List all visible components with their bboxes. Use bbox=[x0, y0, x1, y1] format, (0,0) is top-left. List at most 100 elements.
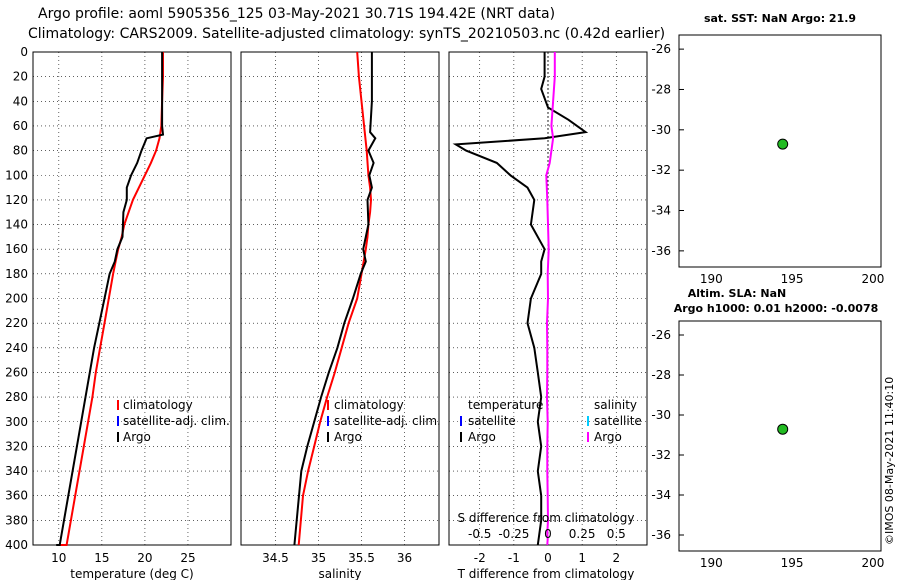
sst-map-frame bbox=[678, 34, 882, 268]
difference-xlabel: T difference from climatology bbox=[457, 567, 635, 580]
temperature-legend: climatology satellite-adj. clim. Argo bbox=[117, 398, 230, 444]
legend-label-climatology: climatology bbox=[334, 398, 404, 412]
x-tick-label: 35 bbox=[311, 551, 326, 565]
legend-label-satellite: satellite-adj. clim. bbox=[334, 414, 441, 428]
map-y-tick-label: -34 bbox=[651, 488, 671, 502]
depth-tick-label: 140 bbox=[5, 218, 28, 232]
legend-swatch-satellite bbox=[117, 416, 119, 426]
difference-top-xlabel: S difference from climatology bbox=[458, 511, 635, 525]
legend-label-argo: Argo bbox=[594, 430, 622, 444]
depth-tick-label: 80 bbox=[13, 144, 28, 158]
tick-labels: 10 15 20 25 34.5 35 35.5 36 -2 -1 0 1 2 -0.5 -0.25 0 0.2… bbox=[5, 42, 884, 570]
s-diff-tick-label: -0.25 bbox=[498, 527, 529, 541]
x-tick-label: 2 bbox=[612, 551, 620, 565]
argo-position-marker bbox=[777, 423, 789, 435]
s-diff-tick-label: 0 bbox=[544, 527, 552, 541]
map-y-tick-label: -36 bbox=[651, 528, 671, 542]
map-y-tick-label: -30 bbox=[651, 123, 671, 137]
series-line-t-diff-argo bbox=[452, 52, 589, 546]
series-layer bbox=[56, 51, 589, 546]
depth-tick-label: 60 bbox=[13, 119, 28, 133]
map-x-tick-label: 190 bbox=[700, 556, 723, 570]
depth-tick-label: 300 bbox=[5, 415, 28, 429]
legend-title-temperature: temperature bbox=[468, 398, 543, 412]
depth-tick-label: 280 bbox=[5, 390, 28, 404]
map-x-tick-label: 200 bbox=[861, 556, 884, 570]
x-tick-label: 35.5 bbox=[348, 551, 375, 565]
series-line-argo bbox=[56, 52, 165, 546]
salinity-legend: climatology satellite-adj. clim. Argo bbox=[327, 398, 441, 444]
legend-title-salinity: salinity bbox=[594, 398, 637, 412]
map-x-tick-label: 195 bbox=[781, 556, 804, 570]
depth-tick-label: 180 bbox=[5, 267, 28, 281]
depth-tick-label: 400 bbox=[5, 538, 28, 552]
salinity-xlabel: salinity bbox=[318, 567, 361, 580]
argo-position-marker bbox=[777, 138, 789, 150]
x-tick-label: 34.5 bbox=[262, 551, 289, 565]
map-x-tick-label: 190 bbox=[700, 272, 723, 286]
map-y-tick-label: -32 bbox=[651, 163, 671, 177]
x-tick-label: 1 bbox=[578, 551, 586, 565]
x-tick-label: -2 bbox=[474, 551, 486, 565]
map-y-tick-label: -36 bbox=[651, 244, 671, 258]
series-line-climatology bbox=[297, 51, 373, 546]
depth-tick-label: 360 bbox=[5, 489, 28, 503]
legend-label-argo: Argo bbox=[468, 430, 496, 444]
map-y-tick-label: -30 bbox=[651, 408, 671, 422]
depth-tick-label: 100 bbox=[5, 168, 28, 182]
legend-swatch-argo bbox=[460, 432, 462, 442]
map-y-tick-label: -26 bbox=[651, 328, 671, 342]
series-line-s-diff-argo bbox=[545, 52, 556, 546]
x-tick-label: 0 bbox=[544, 551, 552, 565]
depth-tick-label: 0 bbox=[20, 45, 28, 59]
title-line-2: Climatology: CARS2009. Satellite-adjuste… bbox=[28, 26, 666, 42]
map-x-tick-label: 195 bbox=[781, 272, 804, 286]
map-y-tick-label: -32 bbox=[651, 448, 671, 462]
depth-tick-label: 240 bbox=[5, 341, 28, 355]
x-tick-label: 10 bbox=[51, 551, 66, 565]
x-tick-label: 25 bbox=[180, 551, 195, 565]
depth-tick-label: 120 bbox=[5, 193, 28, 207]
legend-swatch-argo bbox=[587, 432, 589, 442]
depth-tick-label: 160 bbox=[5, 242, 28, 256]
legend-swatch-satellite bbox=[327, 416, 329, 426]
depth-tick-label: 340 bbox=[5, 464, 28, 478]
depth-tick-label: 200 bbox=[5, 292, 28, 306]
sla-map-frame bbox=[678, 320, 882, 552]
legend-swatch-satellite bbox=[460, 416, 462, 426]
gridlines bbox=[33, 48, 684, 545]
x-tick-label: 20 bbox=[137, 551, 152, 565]
x-tick-label: -1 bbox=[508, 551, 520, 565]
imos-watermark: ©IMOS 08-May-2021 11:40:10 bbox=[883, 377, 896, 545]
legend-label-satellite: satellite-adj. clim. bbox=[123, 414, 230, 428]
map-x-tick-label: 200 bbox=[861, 272, 884, 286]
depth-tick-label: 40 bbox=[13, 94, 28, 108]
legend-swatch-climatology bbox=[117, 400, 119, 410]
difference-legend-salinity: salinity satellite Argo bbox=[587, 398, 642, 444]
series-line-argo bbox=[293, 52, 377, 546]
map-y-tick-label: -26 bbox=[651, 42, 671, 56]
map-y-tick-label: -28 bbox=[651, 368, 671, 382]
difference-legend-temperature: temperature satellite Argo bbox=[460, 398, 543, 444]
depth-tick-label: 260 bbox=[5, 365, 28, 379]
s-diff-tick-label: 0.5 bbox=[607, 527, 626, 541]
legend-label-argo: Argo bbox=[334, 430, 362, 444]
legend-swatch-satellite bbox=[587, 416, 589, 426]
legend-swatch-argo bbox=[117, 432, 119, 442]
legend-label-climatology: climatology bbox=[123, 398, 193, 412]
depth-tick-label: 220 bbox=[5, 316, 28, 330]
depth-tick-label: 320 bbox=[5, 439, 28, 453]
sst-map-title: sat. SST: NaN Argo: 21.9 bbox=[704, 12, 856, 25]
x-tick-label: 15 bbox=[94, 551, 109, 565]
depth-tick-label: 380 bbox=[5, 513, 28, 527]
temperature-xlabel: temperature (deg C) bbox=[70, 567, 193, 580]
legend-label-argo: Argo bbox=[123, 430, 151, 444]
sla-map-title-1: Altim. SLA: NaN bbox=[688, 287, 787, 300]
map-y-tick-label: -34 bbox=[651, 204, 671, 218]
map-y-tick-label: -28 bbox=[651, 82, 671, 96]
x-tick-label: 36 bbox=[397, 551, 412, 565]
s-diff-tick-label: 0.25 bbox=[569, 527, 596, 541]
legend-label-satellite: satellite bbox=[594, 414, 642, 428]
legend-swatch-climatology bbox=[327, 400, 329, 410]
